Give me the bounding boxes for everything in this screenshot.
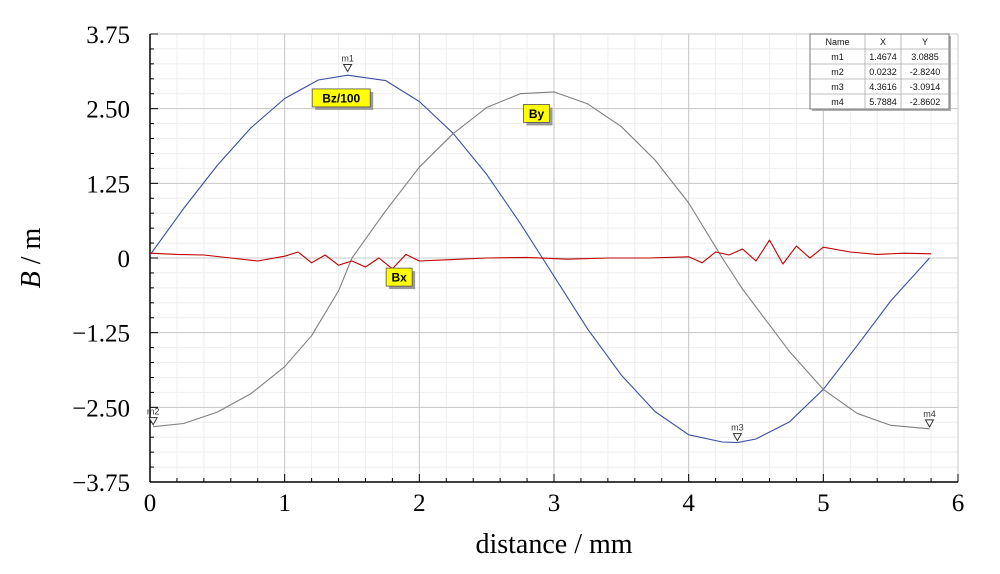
- table-cell: 1.4674: [869, 52, 897, 62]
- table-cell: -3.0914: [910, 82, 941, 92]
- table-cell: -2.8602: [910, 97, 941, 107]
- x-tick-label: 6: [952, 490, 965, 517]
- x-tick-label: 2: [413, 490, 426, 517]
- markers-layer: m1 m2 m3 m4: [147, 54, 936, 442]
- tag-label-by: By: [529, 107, 545, 121]
- y-axis-title: B / m: [16, 227, 47, 288]
- table-header-cell: Y: [922, 37, 928, 47]
- marker-label-m4: m4: [923, 409, 936, 419]
- series-layer: [149, 74, 932, 444]
- tags-layer: Bz/100 By Bx: [311, 88, 553, 290]
- y-axis-symbol: B: [16, 271, 47, 288]
- y-tick-label: 1.25: [86, 171, 130, 198]
- x-tick-label: 5: [817, 490, 830, 517]
- tag-box-bx: [385, 267, 413, 287]
- table-cell: -2.8240: [910, 67, 941, 77]
- marker-table: Name X Ym1 1.4674 3.0885 m2 0.0232 -2.8240 m3 4.3…: [809, 33, 951, 111]
- series-line-bx: [149, 239, 932, 270]
- marker-triangle-m4: [924, 419, 935, 428]
- table-frame: [809, 33, 950, 110]
- series-line-bz-100: [149, 74, 930, 444]
- table-cell: 0.0232: [869, 67, 897, 77]
- y-tick-label: 0: [118, 246, 131, 273]
- table-cell: 5.7884: [869, 97, 897, 107]
- tag-label-bx: Bx: [391, 271, 407, 285]
- series-line-by: [153, 91, 930, 430]
- marker-triangle-m2: [148, 417, 158, 426]
- tag-box-by: [523, 104, 550, 123]
- table-header-cell: X: [880, 37, 886, 47]
- marker-triangle-m3: [732, 433, 743, 442]
- table-cell: m3: [831, 82, 844, 92]
- table-cell: m4: [831, 97, 844, 107]
- marker-label-m2: m2: [147, 407, 160, 417]
- x-tick-label: 3: [548, 490, 561, 517]
- table-cell: 4.3616: [869, 82, 897, 92]
- tick-labels: 0 1 2 3 4 5 6 3.75 2.50 1.25 0 −1.25 −2.50 −3.75: [72, 22, 964, 517]
- y-tick-label: −1.25: [72, 321, 130, 348]
- marker-label-m3: m3: [731, 423, 744, 433]
- y-axis-unit: / m: [16, 227, 47, 271]
- axes: [149, 33, 959, 483]
- x-axis-title: distance / mm: [475, 529, 632, 560]
- marker-label-m1: m1: [341, 54, 354, 64]
- y-tick-label: −2.50: [72, 395, 130, 422]
- table-header-cell: Name: [825, 37, 849, 47]
- tag-box-bz-100: [311, 88, 371, 108]
- x-tick-label: 4: [682, 490, 695, 517]
- y-tick-label: 2.50: [86, 97, 130, 124]
- table-cell: m1: [831, 52, 844, 62]
- table-cell: 3.0885: [911, 52, 939, 62]
- tag-label-bz-100: Bz/100: [322, 91, 360, 105]
- x-tick-label: 1: [278, 490, 291, 517]
- y-tick-label: −3.75: [72, 470, 130, 497]
- table-cell: m2: [831, 67, 844, 77]
- x-tick-label: 0: [144, 490, 157, 517]
- marker-triangle-m1: [342, 64, 353, 73]
- y-tick-label: 3.75: [86, 22, 130, 49]
